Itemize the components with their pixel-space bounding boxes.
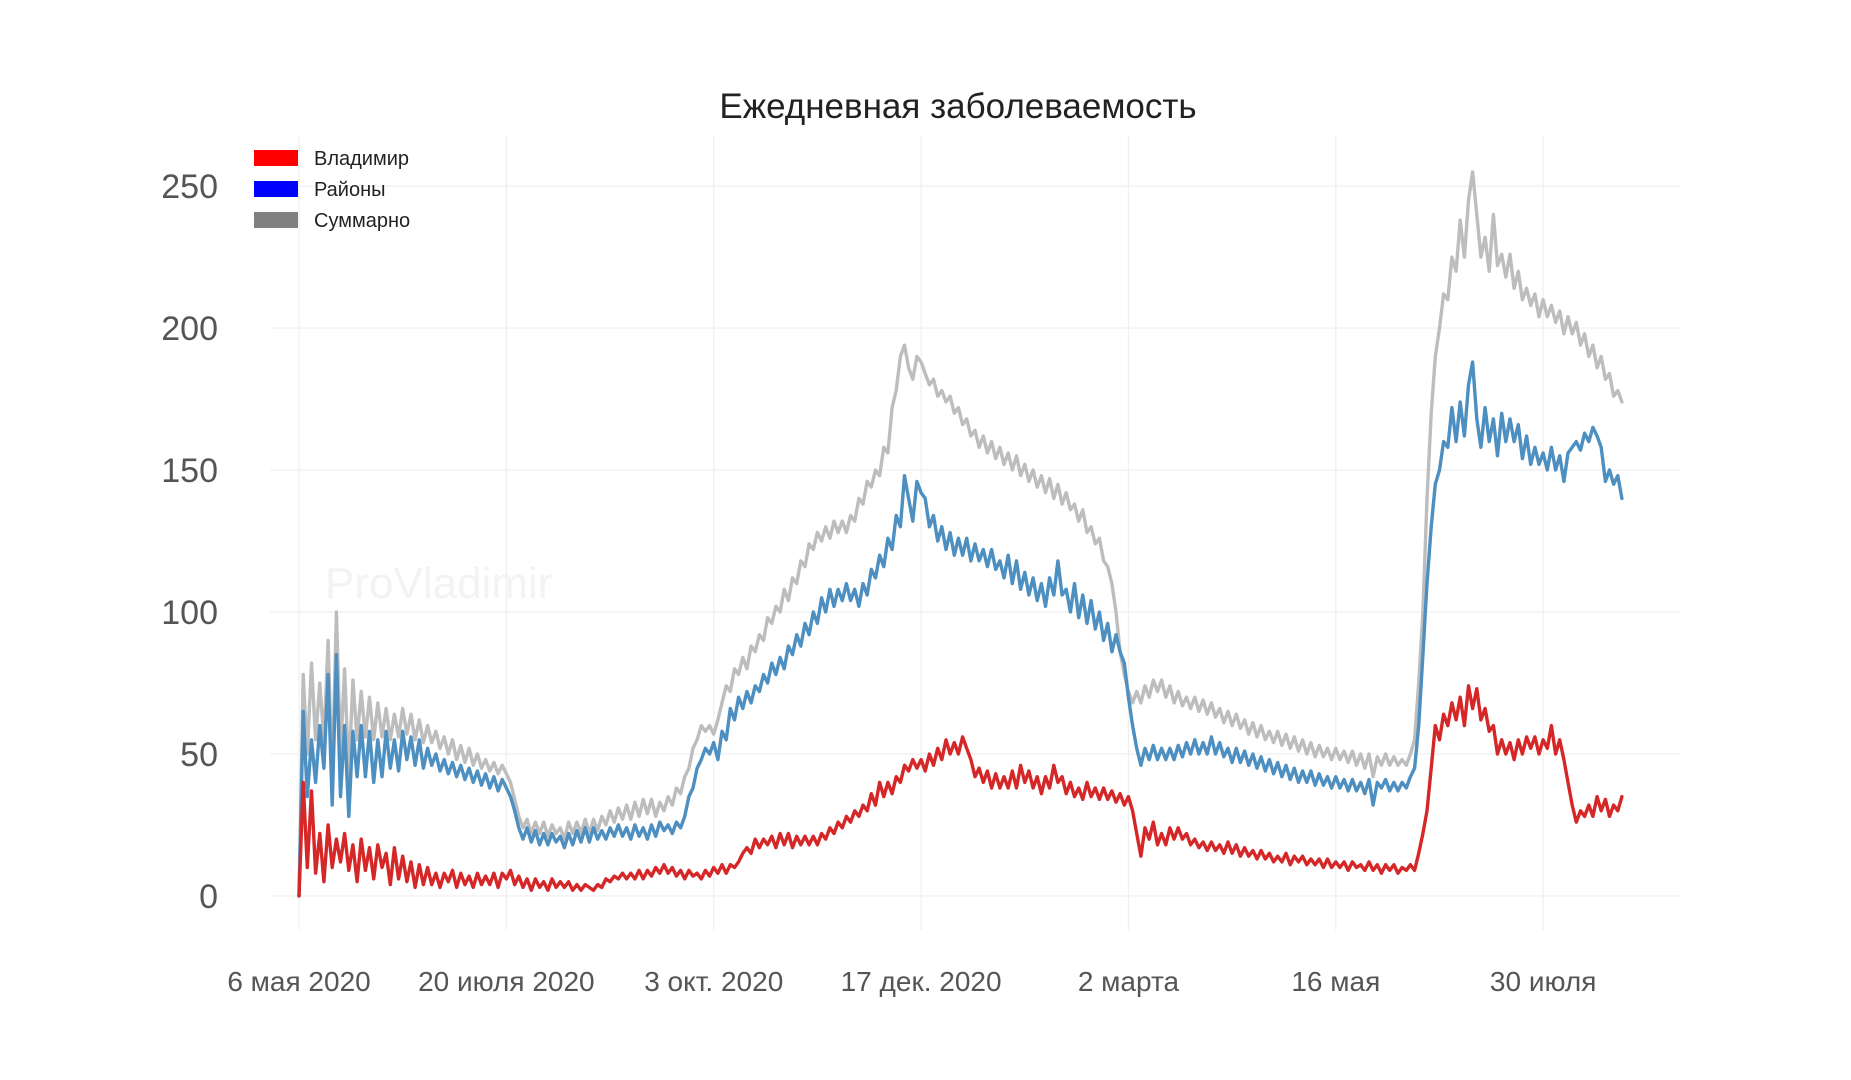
x-axis: 6 мая 2020 20 июля 2020 3 окт. 2020 17 дек.…: [227, 966, 1596, 997]
legend-swatch: [254, 150, 298, 166]
gridlines: [270, 135, 1680, 930]
y-tick-label: 200: [161, 310, 218, 348]
legend-label: Районы: [314, 179, 386, 201]
legend: Владимир Районы Суммарно: [254, 148, 410, 232]
y-tick-label: 250: [161, 168, 218, 206]
legend-label: Владимир: [314, 148, 409, 170]
y-tick-label: 150: [161, 452, 218, 490]
series-line-3: [297, 170, 1624, 898]
legend-swatch: [254, 181, 298, 197]
series-lines: [297, 170, 1624, 898]
y-tick-label: 0: [199, 878, 218, 916]
legend-swatch: [254, 212, 298, 228]
y-tick-label: 100: [161, 594, 218, 632]
legend-label: Суммарно: [314, 210, 410, 232]
x-tick-label: 20 июля 2020: [418, 966, 595, 997]
y-tick-label: 50: [180, 736, 218, 774]
x-tick-label: 2 марта: [1078, 966, 1180, 997]
x-tick-label: 6 мая 2020: [227, 966, 370, 997]
series-line-1: [297, 684, 1624, 898]
x-tick-label: 30 июля: [1490, 966, 1596, 997]
watermark: ProVladimir: [325, 559, 552, 608]
x-tick-label: 3 окт. 2020: [644, 966, 783, 997]
chart-title: Ежедневная заболеваемость: [719, 87, 1196, 126]
series-line-2: [297, 360, 1624, 898]
x-tick-label: 16 мая: [1291, 966, 1380, 997]
y-axis: 0 50 100 150 200 250: [161, 168, 218, 916]
x-tick-label: 17 дек. 2020: [841, 966, 1002, 997]
